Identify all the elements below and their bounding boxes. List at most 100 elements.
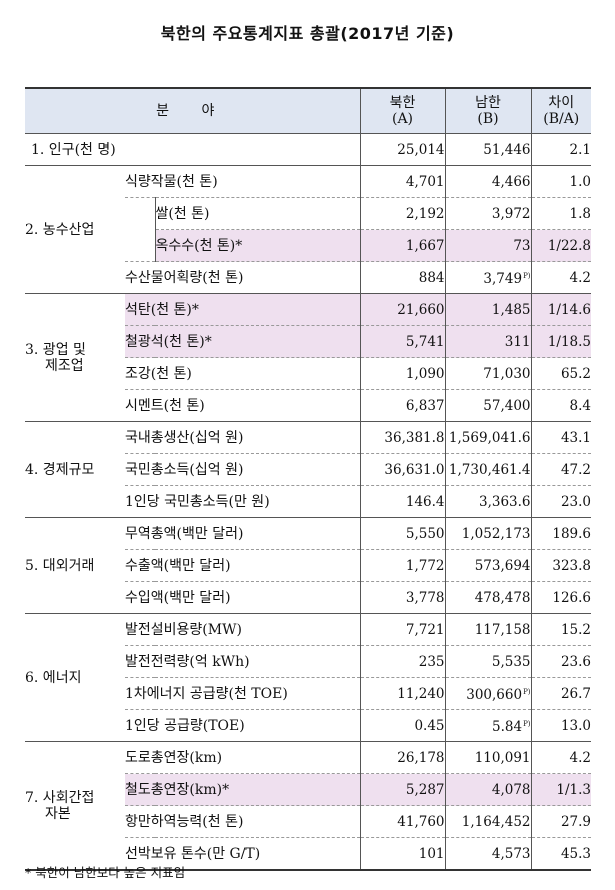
sk-value: 3,972 bbox=[444, 197, 532, 230]
nk-value: 101 bbox=[359, 837, 446, 871]
item-label: 1인당 국민총소득(만 원) bbox=[125, 485, 361, 518]
item-label: 선박보유 톤수(만 G/T) bbox=[125, 837, 361, 871]
diff-value: 323.8 bbox=[530, 549, 592, 582]
item-label: 철도총연장(km)* bbox=[125, 773, 361, 806]
header-south-korea: 남한 (B) bbox=[444, 88, 532, 134]
nk-value: 3,778 bbox=[359, 581, 446, 614]
sk-value: 71,030 bbox=[444, 357, 532, 390]
nk-value: 36,631.0 bbox=[359, 453, 446, 486]
diff-value: 43.1 bbox=[530, 421, 592, 454]
diff-value: 4.2 bbox=[530, 261, 592, 294]
table-row: 조강(천 톤) 1,090 71,030 65.2 bbox=[25, 357, 592, 390]
sk-value: 51,446 bbox=[444, 133, 532, 166]
sk-value: 1,569,041.6 bbox=[444, 421, 532, 454]
item-label: 수산물어획량(천 톤) bbox=[125, 261, 361, 294]
item-label: 무역총액(백만 달러) bbox=[125, 517, 361, 550]
category-trade: 5. 대외거래 bbox=[25, 517, 125, 614]
sk-value: 110,091 bbox=[444, 741, 532, 774]
table-row-highlighted: 3. 광업 및 제조업 석탄(천 톤)* 21,660 1,485 1/14.6 bbox=[25, 293, 592, 422]
nk-value: 0.45 bbox=[359, 709, 446, 742]
nk-value: 36,381.8 bbox=[359, 421, 446, 454]
diff-value: 13.0 bbox=[530, 709, 592, 742]
diff-value: 126.6 bbox=[530, 581, 592, 614]
diff-value: 1/18.5 bbox=[530, 325, 592, 358]
item-label: 철광석(천 톤)* bbox=[125, 325, 361, 358]
diff-value: 4.2 bbox=[530, 741, 592, 774]
table-row-highlighted: 철광석(천 톤)* 5,741 311 1/18.5 bbox=[25, 325, 592, 358]
item-label: 1차에너지 공급량(천 TOE) bbox=[125, 677, 361, 710]
diff-value: 65.2 bbox=[530, 357, 592, 390]
item-label: 쌀(천 톤) bbox=[154, 197, 361, 230]
table-row-highlighted: 옥수수(천 톤)* 1,667 73 1/22.8 bbox=[25, 229, 592, 262]
sk-value: 573,694 bbox=[444, 549, 532, 582]
table-row: 2. 농수산업 식량작물(천 톤) 4,701 4,466 1.0 bbox=[25, 165, 592, 294]
diff-value: 1/1.3 bbox=[530, 773, 592, 806]
diff-value: 23.6 bbox=[530, 645, 592, 678]
nk-value: 2,192 bbox=[359, 197, 446, 230]
provisional-mark: P) bbox=[523, 720, 531, 728]
table-row: 1인당 국민총소득(만 원) 146.4 3,363.6 23.0 bbox=[25, 485, 592, 518]
nk-value: 11,240 bbox=[359, 677, 446, 710]
sk-value-text: 5.84 bbox=[492, 719, 523, 735]
category-population: 1. 인구(천 명) bbox=[25, 133, 361, 166]
header-row: 분 야 북한 (A) 남한 (B) 차이 (B/A) bbox=[25, 88, 592, 134]
nk-value: 25,014 bbox=[359, 133, 446, 166]
header-difference: 차이 (B/A) bbox=[530, 88, 592, 134]
sk-value: 311 bbox=[444, 325, 532, 358]
diff-value: 45.3 bbox=[530, 837, 592, 871]
nk-value: 21,660 bbox=[359, 293, 446, 326]
header-north-korea: 북한 (A) bbox=[359, 88, 446, 134]
table-row: 항만하역능력(천 톤) 41,760 1,164,452 27.9 bbox=[25, 805, 592, 838]
nk-value: 7,721 bbox=[359, 613, 446, 646]
diff-value: 47.2 bbox=[530, 453, 592, 486]
provisional-mark: P) bbox=[523, 272, 531, 280]
item-label: 항만하역능력(천 톤) bbox=[125, 805, 361, 838]
sk-value: 5.84P) bbox=[444, 709, 532, 742]
nk-value: 1,667 bbox=[359, 229, 446, 262]
table-row: 국민총소득(십억 원) 36,631.0 1,730,461.4 47.2 bbox=[25, 453, 592, 486]
table-row: 쌀(천 톤) 2,192 3,972 1.8 bbox=[25, 197, 592, 262]
nk-value: 1,090 bbox=[359, 357, 446, 390]
category-economy: 4. 경제규모 bbox=[25, 421, 125, 518]
nk-value: 5,287 bbox=[359, 773, 446, 806]
nk-value: 4,701 bbox=[359, 165, 446, 198]
diff-value: 1.8 bbox=[530, 197, 592, 230]
item-label: 국민총소득(십억 원) bbox=[125, 453, 361, 486]
diff-value: 1/22.8 bbox=[530, 229, 592, 262]
nk-value: 146.4 bbox=[359, 485, 446, 518]
table-row: 시멘트(천 톤) 6,837 57,400 8.4 bbox=[25, 389, 592, 422]
category-agriculture: 2. 농수산업 bbox=[25, 165, 125, 294]
table-row: 선박보유 톤수(만 G/T) 101 4,573 45.3 bbox=[25, 837, 592, 871]
table-row: 7. 사회간접 자본 도로총연장(km) 26,178 110,091 4.2 bbox=[25, 741, 592, 871]
header-field: 분 야 bbox=[25, 88, 361, 134]
indent-spacer bbox=[125, 197, 155, 262]
item-label: 옥수수(천 톤)* bbox=[154, 229, 361, 262]
table-row: 발전전력량(억 kWh) 235 5,535 23.6 bbox=[25, 645, 592, 678]
sk-value: 57,400 bbox=[444, 389, 532, 422]
item-label: 시멘트(천 톤) bbox=[125, 389, 361, 422]
item-label: 수입액(백만 달러) bbox=[125, 581, 361, 614]
table-row: 수산물어획량(천 톤) 884 3,749P) 4.2 bbox=[25, 261, 592, 294]
item-label: 식량작물(천 톤) bbox=[125, 165, 361, 198]
provisional-mark: P) bbox=[523, 688, 531, 696]
sk-value: 3,363.6 bbox=[444, 485, 532, 518]
statistics-table: 분 야 북한 (A) 남한 (B) 차이 (B/A) 1. 인구(천 명) 25,01… bbox=[25, 87, 592, 871]
sk-value-text: 300,660 bbox=[466, 687, 523, 703]
item-label: 1인당 공급량(TOE) bbox=[125, 709, 361, 742]
sk-value: 1,485 bbox=[444, 293, 532, 326]
sk-value: 4,573 bbox=[444, 837, 532, 871]
diff-value: 2.1 bbox=[530, 133, 592, 166]
category-mining: 3. 광업 및 제조업 bbox=[25, 293, 125, 422]
item-label: 국내총생산(십억 원) bbox=[125, 421, 361, 454]
sk-value: 73 bbox=[444, 229, 532, 262]
sk-value: 117,158 bbox=[444, 613, 532, 646]
nk-value: 235 bbox=[359, 645, 446, 678]
table-row: 1. 인구(천 명) 25,014 51,446 2.1 bbox=[25, 133, 592, 166]
item-label: 도로총연장(km) bbox=[125, 741, 361, 774]
sk-value-text: 3,749 bbox=[483, 271, 523, 287]
nk-value: 26,178 bbox=[359, 741, 446, 774]
nk-value: 884 bbox=[359, 261, 446, 294]
sk-value: 1,052,173 bbox=[444, 517, 532, 550]
diff-value: 15.2 bbox=[530, 613, 592, 646]
item-label: 수출액(백만 달러) bbox=[125, 549, 361, 582]
